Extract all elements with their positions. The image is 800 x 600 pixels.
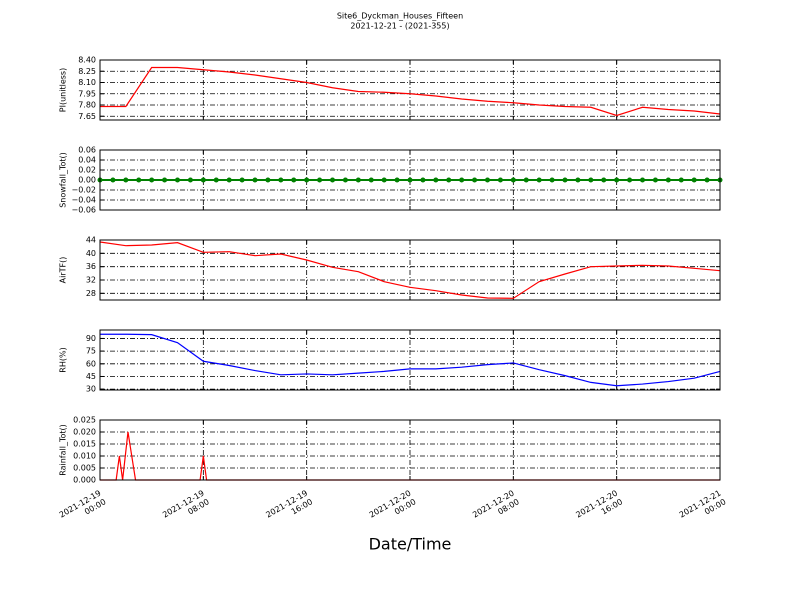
data-point (278, 177, 284, 183)
data-point (510, 177, 516, 183)
data-point (497, 177, 503, 183)
data-point (265, 177, 271, 183)
data-point (342, 177, 348, 183)
data-line (100, 66, 721, 117)
plot-frame (99, 419, 721, 481)
y-tick-label: 36 (86, 262, 96, 271)
y-tick-label: 44 (86, 236, 96, 245)
plot-frame (99, 149, 721, 211)
data-point (252, 177, 258, 183)
data-point (381, 177, 387, 183)
data-point (394, 177, 400, 183)
y-axis-label: Snowfall_Tot() (59, 152, 68, 208)
y-tick-label: −0.04 (71, 196, 96, 205)
data-point (317, 177, 323, 183)
data-point (536, 177, 542, 183)
y-axis-label: RH(%) (59, 347, 68, 372)
data-point (640, 177, 645, 183)
data-point (304, 177, 310, 183)
data-point (200, 177, 206, 183)
y-tick-label: 30 (86, 385, 96, 394)
y-tick-label: 0.015 (73, 440, 96, 449)
data-point (691, 177, 697, 183)
data-point (523, 177, 529, 183)
data-point (291, 177, 297, 183)
data-point (123, 177, 129, 183)
data-point (420, 177, 426, 183)
y-tick-label: 7.80 (78, 101, 96, 110)
data-point (459, 177, 465, 183)
y-tick-label: −0.02 (71, 186, 96, 195)
y-axis-label: PI(unitless) (59, 68, 68, 112)
plot-frame (99, 329, 721, 391)
chart-title: Site6_Dyckman_Houses_Fifteen (337, 12, 463, 21)
data-line (99, 241, 721, 299)
data-point (627, 177, 633, 183)
data-point (136, 177, 142, 183)
data-point (330, 177, 335, 183)
y-tick-label: 0.04 (78, 156, 96, 165)
y-tick-label: 32 (86, 276, 96, 285)
data-point (665, 177, 671, 183)
plot-frame (99, 59, 721, 121)
data-point (162, 177, 168, 183)
data-line (100, 333, 721, 387)
data-point (601, 177, 607, 183)
data-line (100, 431, 720, 481)
data-point (239, 177, 245, 183)
y-axis-label: AirTF() (59, 257, 68, 284)
chart-subtitle: 2021-12-21 - (2021-355) (350, 22, 449, 31)
data-point (549, 177, 555, 183)
data-point (355, 177, 361, 183)
data-point (187, 177, 193, 183)
data-point (485, 177, 490, 183)
data-point (588, 177, 594, 183)
data-point (575, 177, 581, 183)
y-tick-label: 8.40 (78, 56, 96, 65)
data-point (472, 177, 478, 183)
data-point (678, 177, 684, 183)
y-tick-label: 0.06 (78, 146, 96, 155)
data-point (652, 177, 658, 183)
y-tick-label: 0.020 (73, 428, 96, 437)
x-axis-label: Date/Time (369, 535, 452, 554)
data-point (226, 177, 232, 183)
y-tick-label: 60 (86, 359, 96, 368)
y-tick-label: −0.06 (71, 206, 96, 215)
data-point (407, 177, 413, 183)
data-point (562, 177, 568, 183)
y-tick-label: 7.65 (78, 112, 96, 121)
y-tick-label: 8.25 (78, 67, 96, 76)
y-tick-label: 0.000 (73, 476, 96, 485)
y-tick-label: 75 (86, 347, 96, 356)
y-axis-label: Rainfall_Tot() (59, 424, 68, 476)
data-point (213, 177, 219, 183)
data-point (433, 177, 439, 183)
y-tick-label: 0.010 (73, 452, 96, 461)
y-tick-label: 0.025 (73, 416, 96, 425)
y-tick-label: 40 (86, 249, 96, 258)
plot-frame (99, 239, 721, 301)
data-point (175, 177, 180, 183)
y-tick-label: 0.005 (73, 464, 96, 473)
data-point (614, 177, 620, 183)
y-tick-label: 7.95 (78, 89, 96, 98)
data-point (704, 177, 710, 183)
y-tick-label: 90 (86, 334, 96, 343)
data-point (368, 177, 374, 183)
y-tick-label: 28 (86, 289, 96, 298)
y-tick-label: 45 (86, 372, 96, 381)
data-point (446, 177, 452, 183)
data-point (149, 177, 155, 183)
y-tick-label: 0.02 (78, 166, 96, 175)
data-point (110, 177, 116, 183)
y-tick-label: 8.10 (78, 78, 96, 87)
y-tick-label: 0.00 (78, 176, 96, 185)
